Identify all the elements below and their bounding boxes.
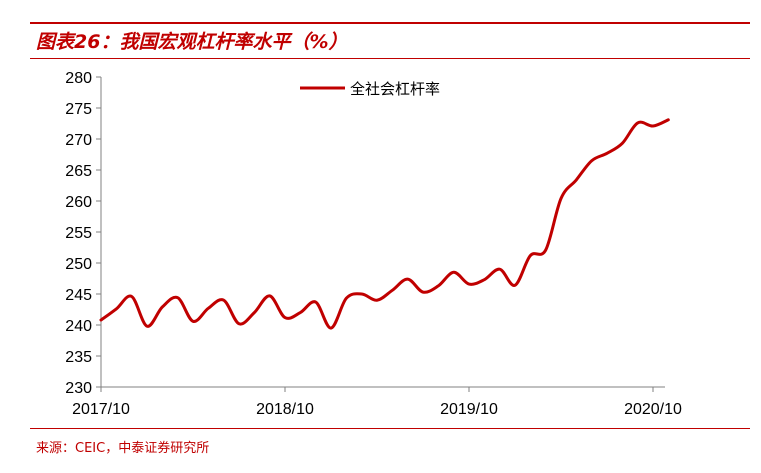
y-tick-label: 250 bbox=[65, 256, 92, 273]
legend-label: 全社会杠杆率 bbox=[350, 80, 440, 98]
x-axis: 2017/10 2018/10 2019/10 2020/10 bbox=[72, 386, 682, 418]
title-divider bbox=[30, 58, 750, 59]
y-tick-label: 245 bbox=[65, 287, 92, 304]
source-note: 来源：CEIC，中泰证券研究所 bbox=[36, 441, 210, 456]
x-tick-label: 2019/10 bbox=[440, 401, 498, 418]
series-line-0 bbox=[99, 118, 670, 330]
y-tick-label: 230 bbox=[65, 380, 92, 397]
footer-rule bbox=[30, 428, 750, 429]
y-tick-label: 235 bbox=[65, 349, 92, 366]
x-tick-label: 2017/10 bbox=[72, 401, 130, 418]
y-tick-label: 280 bbox=[65, 70, 92, 87]
header-top-rule bbox=[30, 22, 750, 24]
figure-title: 图表26：我国宏观杠杆率水平（%） bbox=[36, 31, 348, 53]
legend: 全社会杠杆率 bbox=[300, 80, 440, 98]
y-tick-label: 270 bbox=[65, 132, 92, 149]
y-tick-label: 255 bbox=[65, 225, 92, 242]
y-tick-label: 275 bbox=[65, 101, 92, 118]
x-tick-label: 2020/10 bbox=[624, 401, 682, 418]
y-tick-label: 240 bbox=[65, 318, 92, 335]
series-layer bbox=[99, 118, 670, 330]
y-tick-label: 265 bbox=[65, 163, 92, 180]
y-tick-label: 260 bbox=[65, 194, 92, 211]
x-tick-label: 2018/10 bbox=[256, 401, 314, 418]
y-axis: 230 235 240 245 250 255 260 265 270 275 280 bbox=[65, 70, 102, 397]
